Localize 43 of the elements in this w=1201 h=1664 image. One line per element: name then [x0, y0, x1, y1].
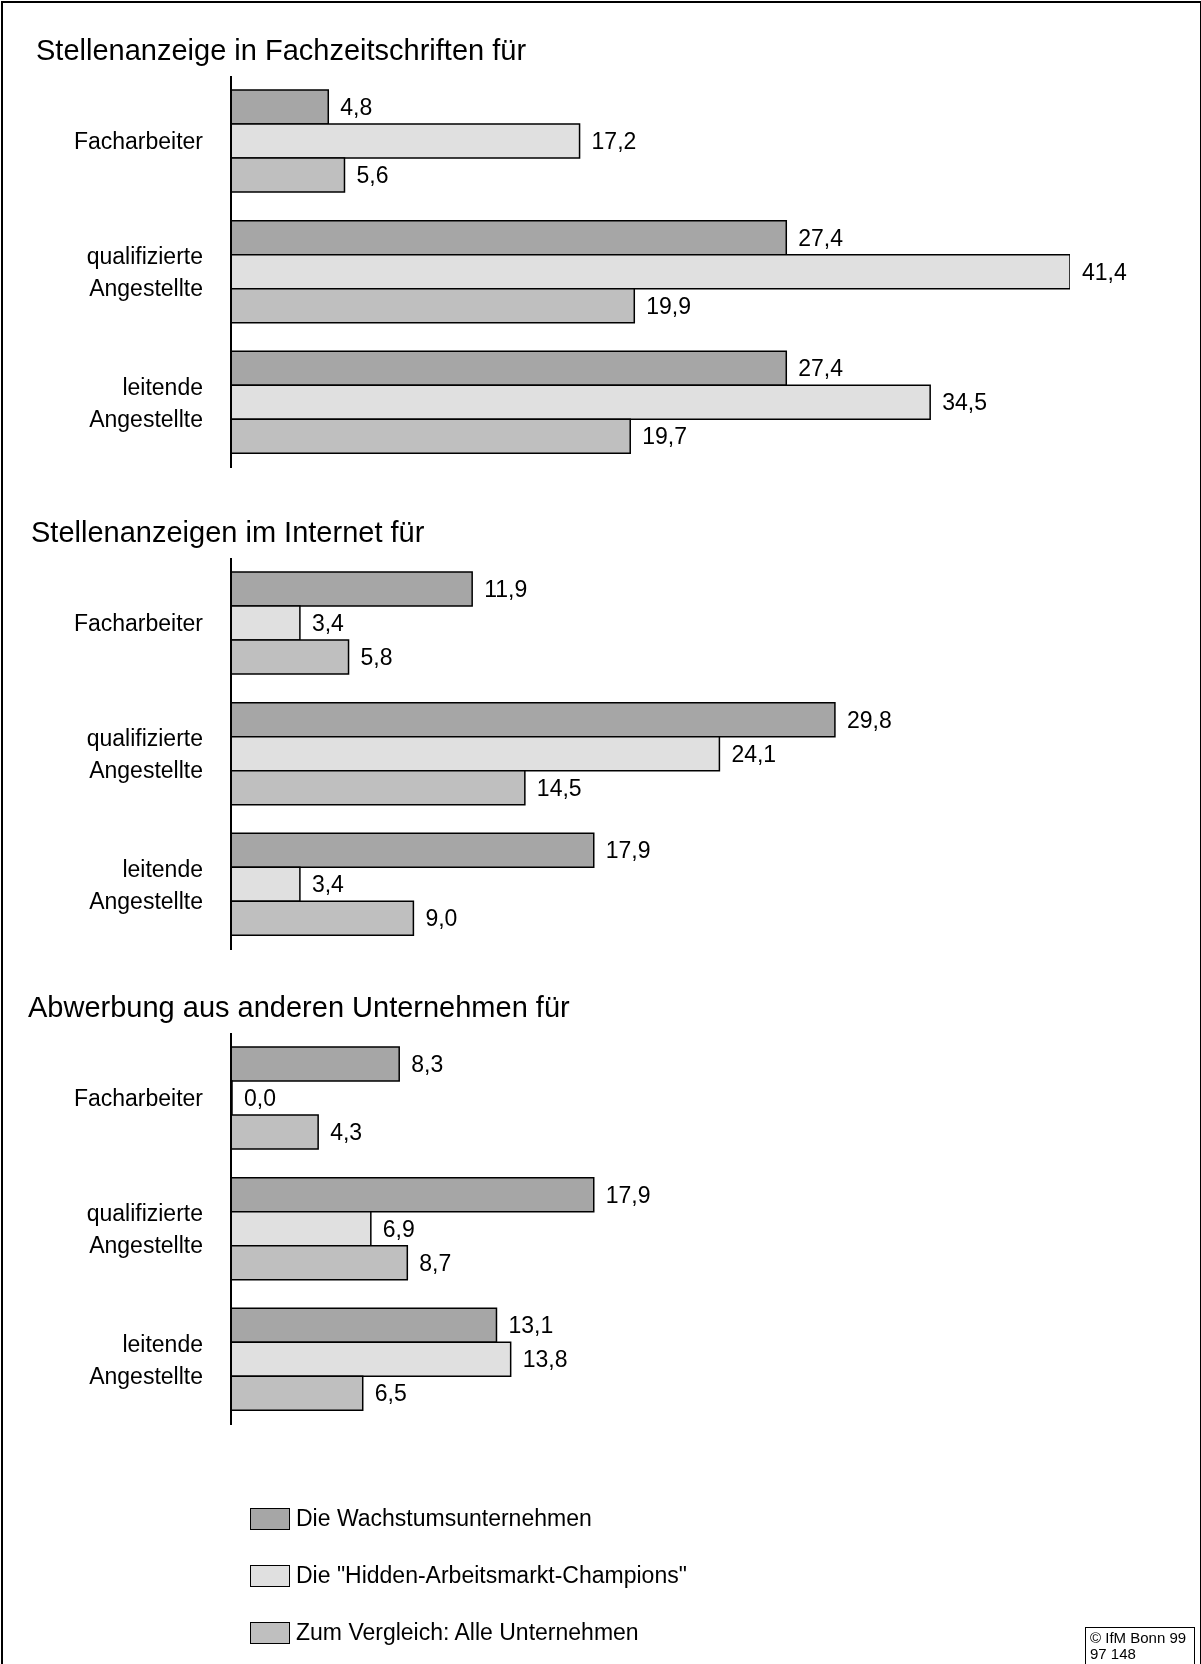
data-label: 27,4 — [798, 224, 844, 251]
data-label: 14,5 — [536, 774, 582, 801]
y-tick-label: qualifizierte Angestellte — [86, 243, 203, 301]
data-label: 17,9 — [605, 1181, 651, 1208]
chart-title: Stellenanzeigen im Internet für — [31, 515, 426, 550]
data-label: 5,8 — [360, 644, 393, 670]
y-tick-label: Facharbeiter — [73, 1085, 204, 1112]
data-label: 6,9 — [382, 1215, 415, 1242]
data-label: 8,3 — [411, 1051, 444, 1077]
y-tick-label: qualifizierte Angestellte — [86, 725, 203, 783]
y-tick-label: qualifizierte Angestellte — [86, 1200, 203, 1258]
chart-title: Stellenanzeige in Fachzeitschriften für — [36, 33, 528, 68]
data-label: 3,4 — [311, 871, 345, 898]
data-label: 34,5 — [942, 389, 987, 416]
data-label: 9,0 — [425, 905, 458, 932]
data-label: 6,5 — [374, 1380, 407, 1407]
text: © IfM Bonn 99 97 148 — [1085, 1627, 1195, 1664]
data-label: 11,9 — [484, 576, 528, 602]
y-tick-label: leitende Angestellte — [89, 855, 203, 914]
data-label: 0,0 — [244, 1085, 276, 1111]
data-label: 19,7 — [642, 423, 687, 450]
data-label: 17,9 — [605, 837, 651, 864]
y-tick-label: leitende Angestellte — [89, 1330, 203, 1389]
y-tick-label: Facharbeiter — [73, 128, 204, 155]
data-label: 3,4 — [311, 610, 345, 636]
data-label: 27,4 — [798, 355, 844, 382]
data-label: 4,8 — [340, 94, 373, 120]
data-label: 17,2 — [591, 128, 637, 154]
chart-title: Abwerbung aus anderen Unternehmen für — [28, 990, 571, 1025]
data-label: 41,4 — [1082, 258, 1127, 285]
data-label: 13,1 — [508, 1312, 554, 1339]
legend-label: Zum Vergleich: Alle Unternehmen — [296, 1619, 639, 1646]
data-label: 29,8 — [846, 706, 892, 733]
legend-label: Die "Hidden-Arbeitsmarkt-Champions" — [296, 1562, 687, 1589]
data-label: 13,8 — [522, 1346, 568, 1373]
data-label: 19,9 — [646, 292, 692, 319]
legend-label: Die Wachstumsunternehmen — [296, 1505, 592, 1532]
data-label: 4,3 — [330, 1119, 363, 1145]
data-label: 24,1 — [731, 740, 777, 767]
y-tick-label: Facharbeiter — [73, 610, 204, 637]
y-tick-label: leitende Angestellte — [89, 373, 203, 432]
data-label: 5,6 — [356, 162, 389, 188]
data-label: 8,7 — [419, 1249, 452, 1276]
